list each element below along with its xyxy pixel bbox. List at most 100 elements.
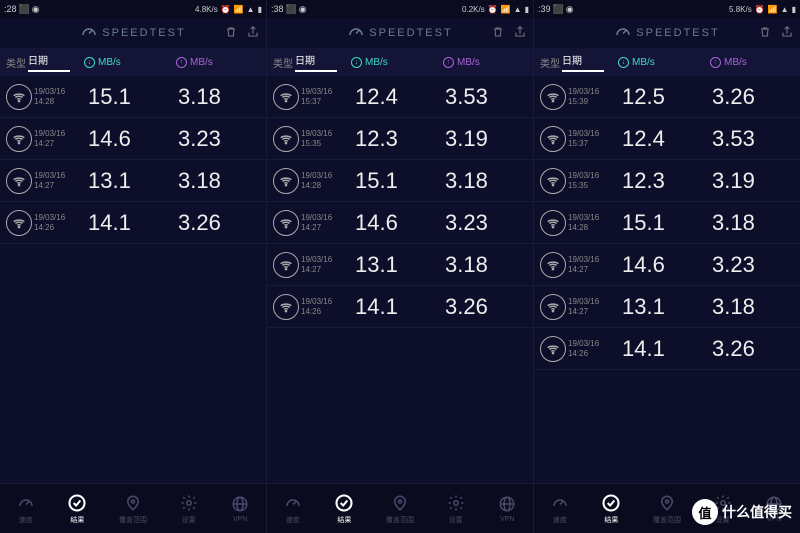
- result-row[interactable]: 19/03/16 14:26 14.1 3.26: [267, 286, 533, 328]
- app-header: SPEEDTEST: [0, 18, 266, 48]
- result-row[interactable]: 19/03/16 15:37 12.4 3.53: [267, 76, 533, 118]
- result-row[interactable]: 19/03/16 14:27 13.1 3.18: [267, 244, 533, 286]
- upload-value: 3.19: [704, 168, 794, 194]
- download-value: 13.1: [80, 168, 170, 194]
- status-speed: 4.8K/s: [195, 5, 218, 14]
- nav-coverage[interactable]: 覆盖范围: [119, 493, 147, 525]
- watermark: 值 什么值得买: [692, 499, 792, 525]
- status-icon: ◉: [566, 4, 574, 15]
- download-value: 12.5: [614, 84, 704, 110]
- app-title: SPEEDTEST: [369, 27, 452, 39]
- speedtest-logo-icon: [614, 23, 632, 44]
- date-cell: 19/03/16 14:27: [34, 171, 76, 190]
- date-cell: 19/03/16 14:28: [34, 87, 76, 106]
- status-speed: 5.8K/s: [729, 5, 752, 14]
- nav-speed[interactable]: 速度: [283, 493, 303, 525]
- result-row[interactable]: 19/03/16 14:28 15.1 3.18: [267, 160, 533, 202]
- col-date[interactable]: 日期: [562, 52, 604, 72]
- col-upload[interactable]: ↑MB/s: [702, 57, 794, 68]
- col-download[interactable]: ↓MB/s: [343, 57, 435, 68]
- nav-results[interactable]: 结果: [67, 493, 87, 525]
- check-icon: [601, 493, 621, 513]
- col-type[interactable]: 类型: [540, 55, 562, 70]
- trash-icon[interactable]: [758, 25, 772, 42]
- status-icon: ⬛: [553, 4, 564, 15]
- nav-speed[interactable]: 速度: [16, 493, 36, 525]
- alarm-icon: ⏰: [221, 5, 231, 14]
- wifi-icon: [6, 126, 32, 152]
- nav-coverage[interactable]: 覆盖范围: [386, 493, 414, 525]
- column-headers: 类型 日期 ↓MB/s ↑MB/s: [267, 48, 533, 76]
- result-row[interactable]: 19/03/16 15:35 12.3 3.19: [267, 118, 533, 160]
- pin-icon: [390, 493, 410, 513]
- col-download[interactable]: ↓MB/s: [610, 57, 702, 68]
- nav-settings[interactable]: 设置: [179, 493, 199, 525]
- gauge-icon: [550, 493, 570, 513]
- wifi-icon: [6, 168, 32, 194]
- date-cell: 19/03/16 14:27: [34, 129, 76, 148]
- result-row[interactable]: 19/03/16 14:27 13.1 3.18: [0, 160, 266, 202]
- col-upload[interactable]: ↑MB/s: [435, 57, 527, 68]
- download-value: 14.1: [347, 294, 437, 320]
- nav-results[interactable]: 结果: [334, 493, 354, 525]
- result-row[interactable]: 19/03/16 14:27 14.6 3.23: [267, 202, 533, 244]
- results-list: 19/03/16 14:28 15.1 3.18 19/03/16 14:27 …: [0, 76, 266, 483]
- date-cell: 19/03/16 14:28: [301, 171, 343, 190]
- download-arrow-icon: ↓: [618, 57, 629, 68]
- result-row[interactable]: 19/03/16 15:39 12.5 3.26: [534, 76, 800, 118]
- date-cell: 19/03/16 15:37: [568, 129, 610, 148]
- nav-results[interactable]: 结果: [601, 493, 621, 525]
- nav-settings[interactable]: 设置: [446, 493, 466, 525]
- nav-speed[interactable]: 速度: [550, 493, 570, 525]
- download-value: 15.1: [614, 210, 704, 236]
- download-value: 14.1: [80, 210, 170, 236]
- date-cell: 19/03/16 14:27: [301, 213, 343, 232]
- result-row[interactable]: 19/03/16 14:26 14.1 3.26: [534, 328, 800, 370]
- col-date[interactable]: 日期: [295, 52, 337, 72]
- col-upload[interactable]: ↑MB/s: [168, 57, 260, 68]
- col-download[interactable]: ↓MB/s: [76, 57, 168, 68]
- result-row[interactable]: 19/03/16 14:28 15.1 3.18: [0, 76, 266, 118]
- gauge-icon: [283, 493, 303, 513]
- trash-icon[interactable]: [491, 25, 505, 42]
- nav-coverage[interactable]: 覆盖范围: [653, 493, 681, 525]
- col-type[interactable]: 类型: [273, 55, 295, 70]
- col-date[interactable]: 日期: [28, 52, 70, 72]
- result-row[interactable]: 19/03/16 14:27 13.1 3.18: [534, 286, 800, 328]
- result-row[interactable]: 19/03/16 15:35 12.3 3.19: [534, 160, 800, 202]
- speedtest-logo-icon: [80, 23, 98, 44]
- check-icon: [67, 493, 87, 513]
- globe-icon: [230, 494, 250, 514]
- bottom-nav: 速度 结果 覆盖范围 设置 VPN: [267, 483, 533, 533]
- nav-vpn[interactable]: VPN: [497, 494, 517, 523]
- upload-value: 3.18: [437, 168, 527, 194]
- col-type[interactable]: 类型: [6, 55, 28, 70]
- result-row[interactable]: 19/03/16 14:28 15.1 3.18: [534, 202, 800, 244]
- share-icon[interactable]: [780, 25, 794, 42]
- share-icon[interactable]: [513, 25, 527, 42]
- status-bar: :38 ⬛ ◉ 0.2K/s ⏰ 📶 ▲ ▮: [267, 0, 533, 18]
- upload-value: 3.23: [170, 126, 260, 152]
- upload-arrow-icon: ↑: [443, 57, 454, 68]
- download-value: 15.1: [347, 168, 437, 194]
- result-row[interactable]: 19/03/16 15:37 12.4 3.53: [534, 118, 800, 160]
- status-bar: :28 ⬛ ◉ 4.8K/s ⏰ 📶 ▲ ▮: [0, 0, 266, 18]
- trash-icon[interactable]: [224, 25, 238, 42]
- wifi-status-icon: ▲: [781, 5, 789, 14]
- wifi-icon: [540, 84, 566, 110]
- watermark-badge: 值: [692, 499, 718, 525]
- column-headers: 类型 日期 ↓MB/s ↑MB/s: [534, 48, 800, 76]
- share-icon[interactable]: [246, 25, 260, 42]
- pin-icon: [657, 493, 677, 513]
- upload-value: 3.18: [704, 210, 794, 236]
- date-cell: 19/03/16 14:27: [568, 255, 610, 274]
- result-row[interactable]: 19/03/16 14:26 14.1 3.26: [0, 202, 266, 244]
- download-value: 14.6: [80, 126, 170, 152]
- result-row[interactable]: 19/03/16 14:27 14.6 3.23: [534, 244, 800, 286]
- wifi-icon: [540, 210, 566, 236]
- results-list: 19/03/16 15:39 12.5 3.26 19/03/16 15:37 …: [534, 76, 800, 483]
- nav-vpn[interactable]: VPN: [230, 494, 250, 523]
- result-row[interactable]: 19/03/16 14:27 14.6 3.23: [0, 118, 266, 160]
- check-icon: [334, 493, 354, 513]
- download-value: 13.1: [614, 294, 704, 320]
